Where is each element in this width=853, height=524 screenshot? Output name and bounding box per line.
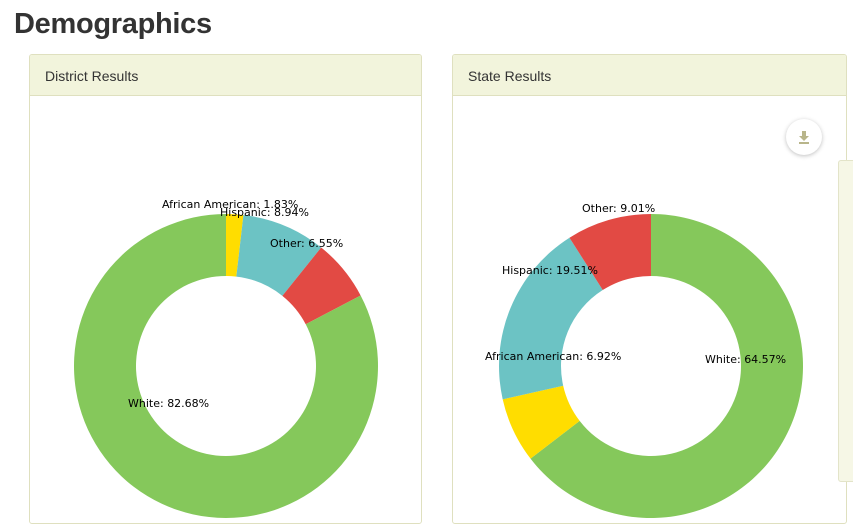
slice-hispanic[interactable] bbox=[499, 237, 603, 400]
slice-african-american[interactable] bbox=[502, 385, 580, 459]
slice-label-other: Other: 6.55% bbox=[270, 237, 343, 250]
slice-hispanic[interactable] bbox=[236, 215, 322, 296]
state-donut-chart: White: 64.57% African American: 6.92% Hisp… bbox=[485, 202, 803, 518]
slice-white[interactable] bbox=[73, 214, 379, 518]
state-results-panel: State Results White: 64.57% African Ameri… bbox=[452, 54, 847, 524]
slice-label-african-american: African American: 6.92% bbox=[485, 350, 621, 363]
download-icon bbox=[799, 131, 809, 144]
slice-white[interactable] bbox=[530, 214, 803, 518]
slice-label-white: White: 64.57% bbox=[705, 353, 786, 366]
page-title: Demographics bbox=[14, 8, 212, 40]
district-results-header: District Results bbox=[30, 55, 421, 96]
slice-label-other: Other: 9.01% bbox=[582, 202, 655, 215]
slice-african-american[interactable] bbox=[226, 214, 244, 277]
district-donut-chart: African American: 1.83%Hispanic: 8.94% Ot… bbox=[73, 198, 379, 518]
state-results-header: State Results bbox=[453, 55, 846, 96]
download-button[interactable] bbox=[786, 119, 822, 155]
side-panel-edge bbox=[838, 160, 853, 482]
slice-label-white: White: 82.68% bbox=[128, 397, 209, 410]
slice-label-hispanic: Hispanic: 19.51% bbox=[502, 264, 598, 277]
slice-label-hispanic: Hispanic: 8.94% bbox=[220, 206, 309, 219]
slice-label-african-american: African American: 1.83% bbox=[162, 198, 298, 211]
district-results-panel: District Results African American: 1.83%… bbox=[29, 54, 422, 524]
slice-other[interactable] bbox=[569, 214, 651, 291]
slice-other[interactable] bbox=[282, 247, 361, 325]
